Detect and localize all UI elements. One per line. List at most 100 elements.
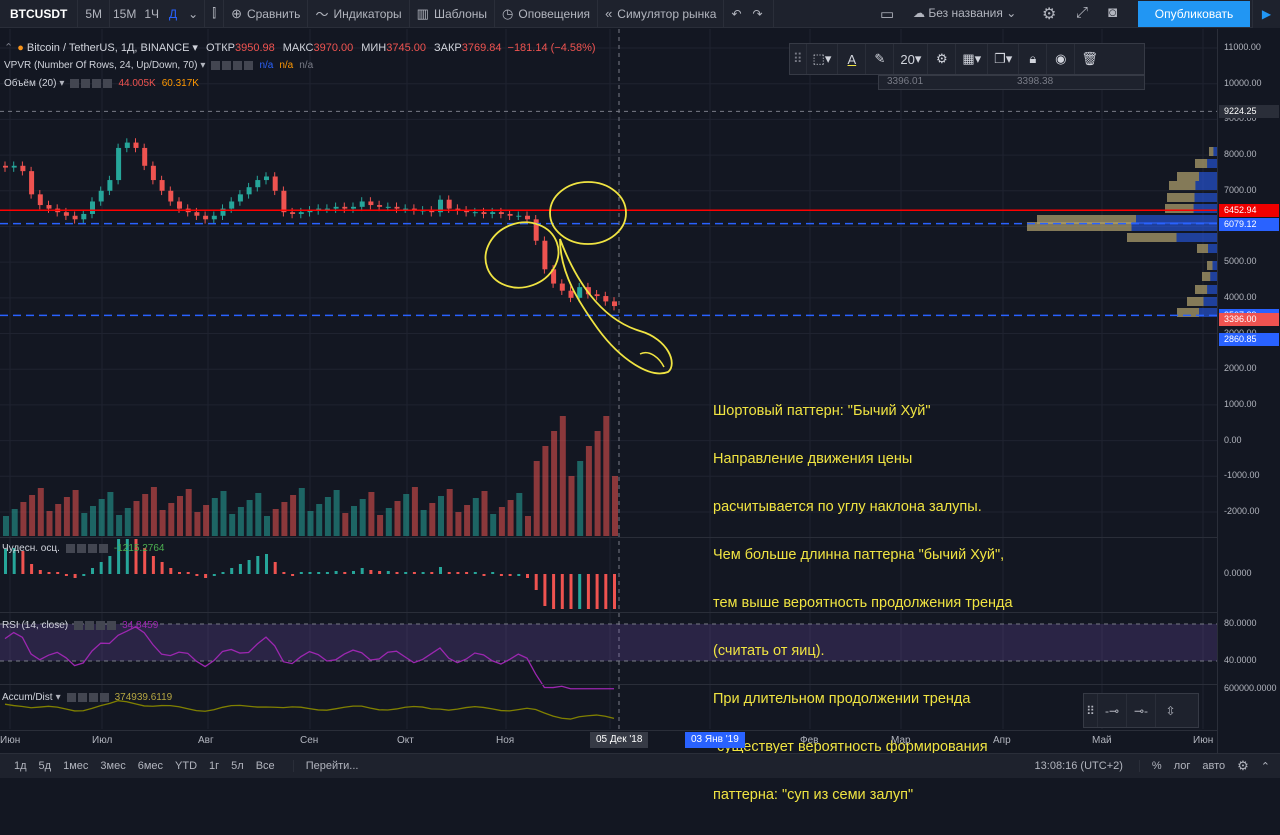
alerts-label: Оповещения <box>518 6 591 21</box>
more-icon[interactable] <box>107 621 117 630</box>
volume-bar <box>324 497 331 536</box>
settings-icon[interactable] <box>85 621 95 630</box>
eye-icon[interactable] <box>65 544 75 553</box>
eye-icon[interactable] <box>70 79 80 88</box>
collapse-icon[interactable]: ⌃ <box>4 42 14 54</box>
auto-toggle[interactable]: авто <box>1202 760 1226 772</box>
close-icon[interactable] <box>87 544 97 553</box>
chart-area[interactable]: ⌃ ● Bitcoin / TetherUS, 1Д, BINANCE ▾ ОТ… <box>0 29 1217 803</box>
candle-body <box>107 180 113 191</box>
vpvr-menu-icon[interactable]: ▾ <box>200 60 206 71</box>
price-axis[interactable]: 11000.00 10000.00 9000.00 8000.00 7000.00 600… <box>1217 29 1280 753</box>
drag-handle-icon[interactable]: ⠿ <box>790 44 807 74</box>
trash-icon[interactable]: 🗑︎ <box>1081 51 1098 66</box>
range-1d[interactable]: 1д <box>14 760 27 772</box>
close-icon[interactable] <box>96 621 106 630</box>
pane-separator[interactable] <box>0 684 1217 685</box>
eye-icon[interactable] <box>66 693 76 702</box>
accum-label[interactable]: Accum/Dist <box>2 692 53 703</box>
zoom-in-icon[interactable]: ⊸- <box>1127 694 1156 727</box>
awesome-osc-label[interactable]: Чудесн. осц. <box>2 543 60 554</box>
rsi-label[interactable]: RSI (14, close) <box>2 620 69 631</box>
interval-5m[interactable]: 5M <box>78 0 110 28</box>
symbol-title[interactable]: Bitcoin / TetherUS, 1Д, BINANCE <box>26 41 190 54</box>
vpvr-bar-down <box>1207 261 1213 270</box>
drag-handle-icon[interactable]: ⠿ <box>1084 694 1098 727</box>
settings-icon[interactable] <box>77 693 87 702</box>
close-icon[interactable] <box>88 693 98 702</box>
more-icon[interactable] <box>103 79 113 88</box>
eye-icon[interactable] <box>211 61 221 70</box>
volume-bar <box>307 511 314 536</box>
template-icon[interactable]: ⬚▾ <box>807 44 839 74</box>
redo-icon[interactable]: ↷ <box>749 0 774 28</box>
clone-icon[interactable]: ❐▾ <box>988 44 1020 74</box>
vpvr-label[interactable]: VPVR (Number Of Rows, 24, Up/Down, 70) <box>4 60 198 71</box>
symbol-button[interactable]: BTCUSDT <box>0 0 79 28</box>
volume-bar <box>246 500 253 536</box>
range-5y[interactable]: 5л <box>231 760 244 772</box>
zoom-out-icon[interactable]: -⊸ <box>1098 694 1127 727</box>
candles-style-icon[interactable]: ⫿ <box>205 0 225 28</box>
settings-gear-icon[interactable]: ⚙ <box>928 44 957 74</box>
interval-15m[interactable]: 15M <box>113 6 137 21</box>
time-label: Апр <box>993 735 1011 746</box>
pane-separator[interactable] <box>0 537 1217 538</box>
symbol-menu-icon[interactable]: ▾ <box>192 42 198 54</box>
simulator-button[interactable]: « Симулятор рынка <box>598 0 725 28</box>
layers-icon[interactable]: ▦▾ <box>956 44 989 74</box>
range-1m[interactable]: 1мес <box>63 760 89 772</box>
settings-icon[interactable] <box>81 79 91 88</box>
close-icon[interactable] <box>233 61 243 70</box>
indicators-button[interactable]: 〜 Индикаторы <box>308 0 410 28</box>
volume-label[interactable]: Объём (20) <box>4 78 57 89</box>
fullscreen-icon[interactable]: ⤢ <box>1076 4 1089 21</box>
accum-menu-icon[interactable]: ▾ <box>55 692 61 703</box>
pencil-icon[interactable]: ✎ <box>866 44 895 74</box>
alerts-button[interactable]: ◷ Оповещения <box>495 0 599 28</box>
text-color-icon[interactable]: A <box>838 44 867 74</box>
more-icon[interactable] <box>98 544 108 553</box>
pane-separator[interactable] <box>0 612 1217 613</box>
range-1y[interactable]: 1г <box>209 760 220 772</box>
more-icon[interactable] <box>244 61 254 70</box>
time-axis[interactable]: Июн Июл Авг Сен Окт Ноя 05 Дек '18 03 Ян… <box>0 730 1217 750</box>
volume-menu-icon[interactable]: ▾ <box>59 78 65 89</box>
interval-1h[interactable]: 1Ч <box>144 6 160 21</box>
range-all[interactable]: Все <box>255 760 275 772</box>
screenshot-camera-icon[interactable]: ◙ <box>1108 4 1118 21</box>
eye-icon[interactable] <box>74 621 84 630</box>
log-toggle[interactable]: лог <box>1173 760 1191 772</box>
settings-icon[interactable] <box>222 61 232 70</box>
osc-bar <box>508 574 512 576</box>
candle-body <box>551 269 557 284</box>
rsi-value: 34.8459 <box>122 620 159 631</box>
expand-icon[interactable]: ⌃ <box>1260 760 1270 773</box>
range-5d[interactable]: 5д <box>38 760 52 772</box>
publish-button[interactable]: Опубликовать <box>1138 1 1250 27</box>
settings-gear-icon[interactable]: ⚙ <box>1237 758 1249 773</box>
volume-bar <box>446 489 453 536</box>
undo-icon[interactable]: ↶ <box>731 6 742 21</box>
close-icon[interactable] <box>92 79 102 88</box>
visibility-eye-icon[interactable]: ◉ <box>1047 44 1076 74</box>
compare-button[interactable]: ⊕ Сравнить <box>224 0 309 28</box>
layout-icon[interactable]: ▭ <box>880 6 895 23</box>
settings-gear-icon[interactable]: ⚙ <box>1042 6 1057 23</box>
range-3m[interactable]: 3мес <box>100 760 126 772</box>
goto-button[interactable]: Перейти... <box>292 760 365 772</box>
font-size-select[interactable]: 20 ▾ <box>894 44 929 74</box>
layout-name-button[interactable]: ☁ Без названия ⌄ <box>913 6 1017 20</box>
settings-icon[interactable] <box>76 544 86 553</box>
more-icon[interactable] <box>99 693 109 702</box>
reset-scale-icon[interactable]: ⇳ <box>1165 703 1176 718</box>
osc-bar <box>499 574 503 576</box>
play-arrow-icon[interactable]: ▶ <box>1252 0 1280 28</box>
range-6m[interactable]: 6мес <box>137 760 164 772</box>
templates-button[interactable]: ▥ Шаблоны <box>410 0 496 28</box>
interval-dropdown-icon[interactable]: ⌄ <box>182 0 206 28</box>
lock-icon[interactable]: 🔒︎ <box>1019 44 1048 74</box>
interval-1d[interactable]: Д <box>169 6 178 21</box>
range-ytd[interactable]: YTD <box>175 760 198 772</box>
percent-toggle[interactable]: % <box>1138 760 1168 772</box>
